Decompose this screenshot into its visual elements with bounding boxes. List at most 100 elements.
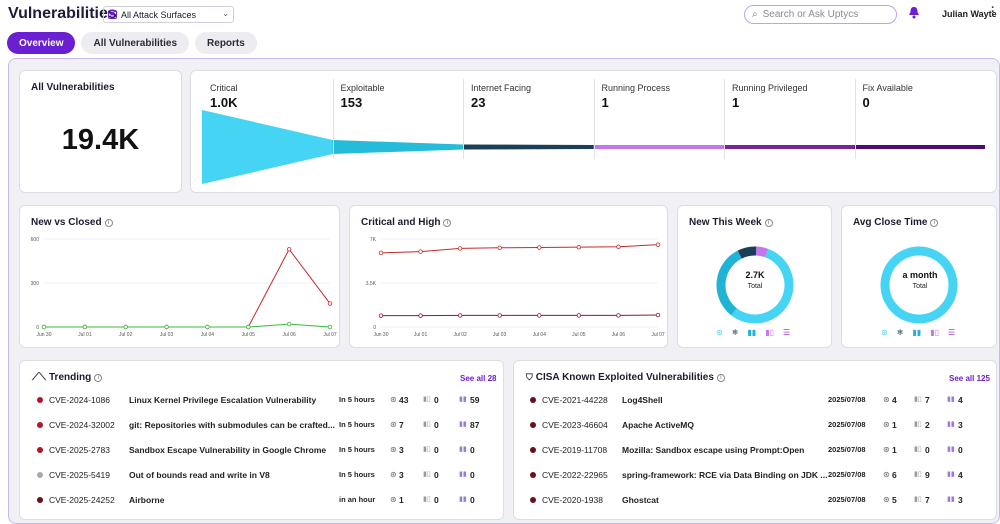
funnel-value[interactable]: 1: [732, 95, 740, 110]
see-all-trending-link[interactable]: See all 28: [460, 374, 497, 383]
cve-description[interactable]: Linux Kernel Privilege Escalation Vulner…: [129, 395, 317, 405]
funnel-segment[interactable]: [463, 144, 594, 150]
donut-slice[interactable]: [880, 246, 958, 324]
info-icon[interactable]: i: [764, 218, 773, 227]
info-icon[interactable]: i: [94, 373, 103, 382]
cve-description[interactable]: Sandbox Escape Vulnerability in Google C…: [129, 445, 327, 455]
donut-slice[interactable]: [716, 250, 742, 316]
data-point[interactable]: [286, 247, 292, 252]
info-icon[interactable]: i: [716, 373, 725, 382]
tab-reports[interactable]: Reports: [195, 32, 257, 54]
user-name[interactable]: Julian Wayte: [942, 9, 997, 19]
legend-bars-icon[interactable]: ▮▮: [747, 328, 757, 337]
cve-description[interactable]: Mozilla: Sandbox escape using Prompt:Ope…: [622, 445, 805, 455]
info-icon[interactable]: i: [443, 218, 452, 227]
cve-description[interactable]: Log4Shell: [622, 395, 663, 405]
table-row[interactable]: CVE-2024-32002 git: Repositories with sub…: [20, 412, 503, 437]
data-point[interactable]: [286, 321, 292, 327]
cve-description[interactable]: Ghostcat: [622, 495, 659, 505]
donut-slice[interactable]: [737, 246, 757, 259]
table-row[interactable]: CVE-2025-5419 Out of bounds read and writ…: [20, 462, 503, 487]
more-menu-icon[interactable]: · · ·: [991, 2, 995, 22]
table-row[interactable]: CVE-2025-2783 Sandbox Escape Vulnerabilit…: [20, 437, 503, 462]
data-point[interactable]: [164, 324, 169, 330]
legend-cyan-icon[interactable]: ⊛: [716, 328, 723, 337]
attack-surface-select[interactable]: ▣ All Attack Surfaces ⌄: [103, 6, 234, 23]
cve-id[interactable]: CVE-2023-46604: [542, 420, 608, 430]
legend-db-icon[interactable]: ☰: [948, 328, 956, 337]
funnel-segment[interactable]: [202, 110, 333, 184]
bell-icon[interactable]: [908, 6, 920, 19]
data-point[interactable]: [327, 301, 333, 306]
donut-slice[interactable]: [755, 246, 769, 258]
cve-id[interactable]: CVE-2020-1938: [542, 495, 603, 505]
see-all-cisa-link[interactable]: See all 125: [949, 374, 990, 383]
funnel-value[interactable]: 23: [471, 95, 486, 110]
tab-overview[interactable]: Overview: [7, 32, 76, 54]
funnel-segment[interactable]: [854, 145, 986, 149]
table-row[interactable]: CVE-2025-24252 Airborne in an hour ⊛ 1 ▮▯ 0 ▮▮ 0: [20, 487, 503, 512]
cve-id[interactable]: CVE-2019-11708: [542, 445, 608, 455]
legend-purple-icon[interactable]: ▮▯: [930, 328, 940, 337]
table-row[interactable]: CVE-2024-1086 Linux Kernel Privilege Esca…: [20, 387, 503, 412]
cve-id[interactable]: CVE-2022-22965: [542, 470, 608, 480]
cve-description[interactable]: Apache ActiveMQ: [622, 420, 694, 430]
data-point[interactable]: [205, 324, 210, 330]
data-point[interactable]: [41, 324, 47, 330]
funnel-segment[interactable]: [332, 140, 464, 154]
cve-id[interactable]: CVE-2021-44228: [542, 395, 608, 405]
data-point[interactable]: [497, 313, 502, 318]
data-point[interactable]: [378, 250, 384, 256]
cve-description[interactable]: git: Repositories with submodules can be…: [129, 420, 335, 430]
table-row[interactable]: CVE-2021-44228 Log4Shell 2025/07/08 ⊛ 4 ▮▯ 7 ▮▮…: [514, 387, 996, 412]
funnel-value[interactable]: 153: [340, 95, 363, 110]
data-point[interactable]: [616, 244, 621, 249]
legend-cyan-icon[interactable]: ⊛: [881, 328, 888, 337]
data-point[interactable]: [655, 242, 661, 247]
funnel-value[interactable]: 1.0K: [210, 95, 238, 110]
data-point[interactable]: [327, 324, 333, 330]
data-point[interactable]: [378, 313, 384, 318]
cve-id[interactable]: CVE-2024-1086: [49, 395, 110, 405]
cve-id[interactable]: CVE-2025-5419: [49, 470, 110, 480]
table-row[interactable]: CVE-2019-11708 Mozilla: Sandbox escape us…: [514, 437, 996, 462]
data-point[interactable]: [537, 313, 542, 318]
data-point[interactable]: [497, 245, 502, 250]
data-point[interactable]: [457, 246, 463, 251]
legend-purple-icon[interactable]: ▮▯: [765, 328, 775, 337]
legend-snowflake-icon[interactable]: ❄: [896, 328, 904, 337]
tab-all-vulnerabilities[interactable]: All Vulnerabilities: [81, 32, 190, 54]
funnel-value[interactable]: 0: [862, 95, 870, 110]
all-vulnerabilities-card[interactable]: All Vulnerabilities 19.4K: [19, 70, 182, 193]
info-icon[interactable]: i: [104, 218, 113, 227]
cve-id[interactable]: CVE-2024-32002: [49, 420, 115, 430]
data-point[interactable]: [537, 245, 542, 250]
cve-id[interactable]: CVE-2025-2783: [49, 445, 110, 455]
data-point[interactable]: [418, 249, 423, 254]
legend-bars-icon[interactable]: ▮▮: [912, 328, 922, 337]
data-point[interactable]: [655, 312, 661, 318]
funnel-segment[interactable]: [593, 145, 725, 149]
data-point[interactable]: [418, 313, 423, 318]
donut-slice[interactable]: [731, 248, 794, 324]
legend-snowflake-icon[interactable]: ❄: [731, 328, 739, 337]
cve-description[interactable]: spring-framework: RCE via Data Binding o…: [622, 470, 828, 480]
table-row[interactable]: CVE-2023-46604 Apache ActiveMQ 2025/07/08 ⊛…: [514, 412, 996, 437]
search-input[interactable]: ⌕ Search or Ask Uptycs: [744, 5, 897, 24]
data-point[interactable]: [616, 313, 621, 318]
data-point[interactable]: [246, 324, 251, 330]
cve-id[interactable]: CVE-2025-24252: [49, 495, 115, 505]
data-point[interactable]: [82, 324, 88, 330]
info-icon[interactable]: i: [930, 218, 939, 227]
data-point[interactable]: [123, 324, 128, 330]
table-row[interactable]: CVE-2020-1938 Ghostcat 2025/07/08 ⊛ 5 ▮▯ 7 ▮▮ 3: [514, 487, 996, 512]
data-point[interactable]: [457, 313, 463, 318]
legend-db-icon[interactable]: ☰: [783, 328, 791, 337]
data-point[interactable]: [576, 244, 582, 250]
table-row[interactable]: CVE-2022-22965 spring-framework: RCE via …: [514, 462, 996, 487]
cve-description[interactable]: Out of bounds read and write in V8: [129, 470, 270, 480]
funnel-segment[interactable]: [724, 145, 855, 149]
cve-description[interactable]: Airborne: [129, 495, 165, 505]
funnel-value[interactable]: 1: [601, 95, 609, 110]
data-point[interactable]: [576, 313, 582, 318]
